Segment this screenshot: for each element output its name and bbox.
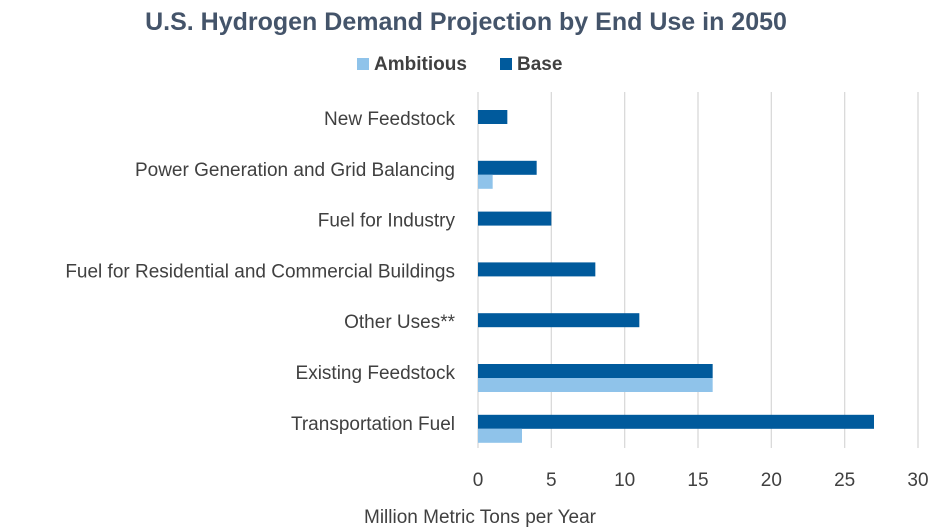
chart-title: U.S. Hydrogen Demand Projection by End U… <box>145 8 787 36</box>
category-label-power-generation-and-grid-balancing: Power Generation and Grid Balancing <box>135 160 455 181</box>
x-tick-labels: 0 5 10 15 20 25 30 <box>473 470 929 491</box>
bar-base-new-feedstock <box>478 110 508 124</box>
x-tick-label: 10 <box>614 470 635 491</box>
x-tick-label: 5 <box>546 470 557 491</box>
bars <box>478 110 874 443</box>
x-tick-label: 25 <box>834 470 855 491</box>
bar-base-transportation-fuel <box>478 414 874 429</box>
legend-swatch-ambitious <box>357 58 369 70</box>
x-tick-label: 15 <box>687 470 708 491</box>
gridlines <box>477 92 919 448</box>
legend-swatch-base <box>500 58 512 70</box>
category-label-fuel-for-industry: Fuel for Industry <box>318 211 456 232</box>
x-tick-label: 0 <box>473 470 484 491</box>
x-tick-label: 20 <box>761 470 782 491</box>
legend-label-ambitious: Ambitious <box>374 54 467 75</box>
legend: Ambitious Base <box>357 54 562 75</box>
category-label-transportation-fuel: Transportation Fuel <box>291 414 455 435</box>
bar-base-power-generation-and-grid-balancing <box>478 160 537 175</box>
category-labels: New Feedstock Power Generation and Grid B… <box>65 109 455 435</box>
bar-ambitious-transportation-fuel <box>478 428 522 443</box>
category-label-fuel-for-residential-and-commercial-buildings: Fuel for Residential and Commercial Buil… <box>65 261 455 282</box>
x-axis-title: Million Metric Tons per Year <box>364 507 597 528</box>
bar-base-fuel-for-industry <box>478 211 552 226</box>
category-label-existing-feedstock: Existing Feedstock <box>296 363 456 384</box>
category-label-new-feedstock: New Feedstock <box>324 109 455 130</box>
bar-ambitious-existing-feedstock <box>478 378 713 392</box>
category-label-other-uses: Other Uses** <box>344 312 455 333</box>
bar-base-existing-feedstock <box>478 364 713 378</box>
bar-base-other-uses <box>478 313 640 328</box>
x-tick-label: 30 <box>907 470 928 491</box>
legend-label-base: Base <box>517 54 562 75</box>
bar-ambitious-power-generation-and-grid-balancing <box>478 174 493 189</box>
bar-base-fuel-for-residential-and-commercial-buildings <box>478 262 596 277</box>
